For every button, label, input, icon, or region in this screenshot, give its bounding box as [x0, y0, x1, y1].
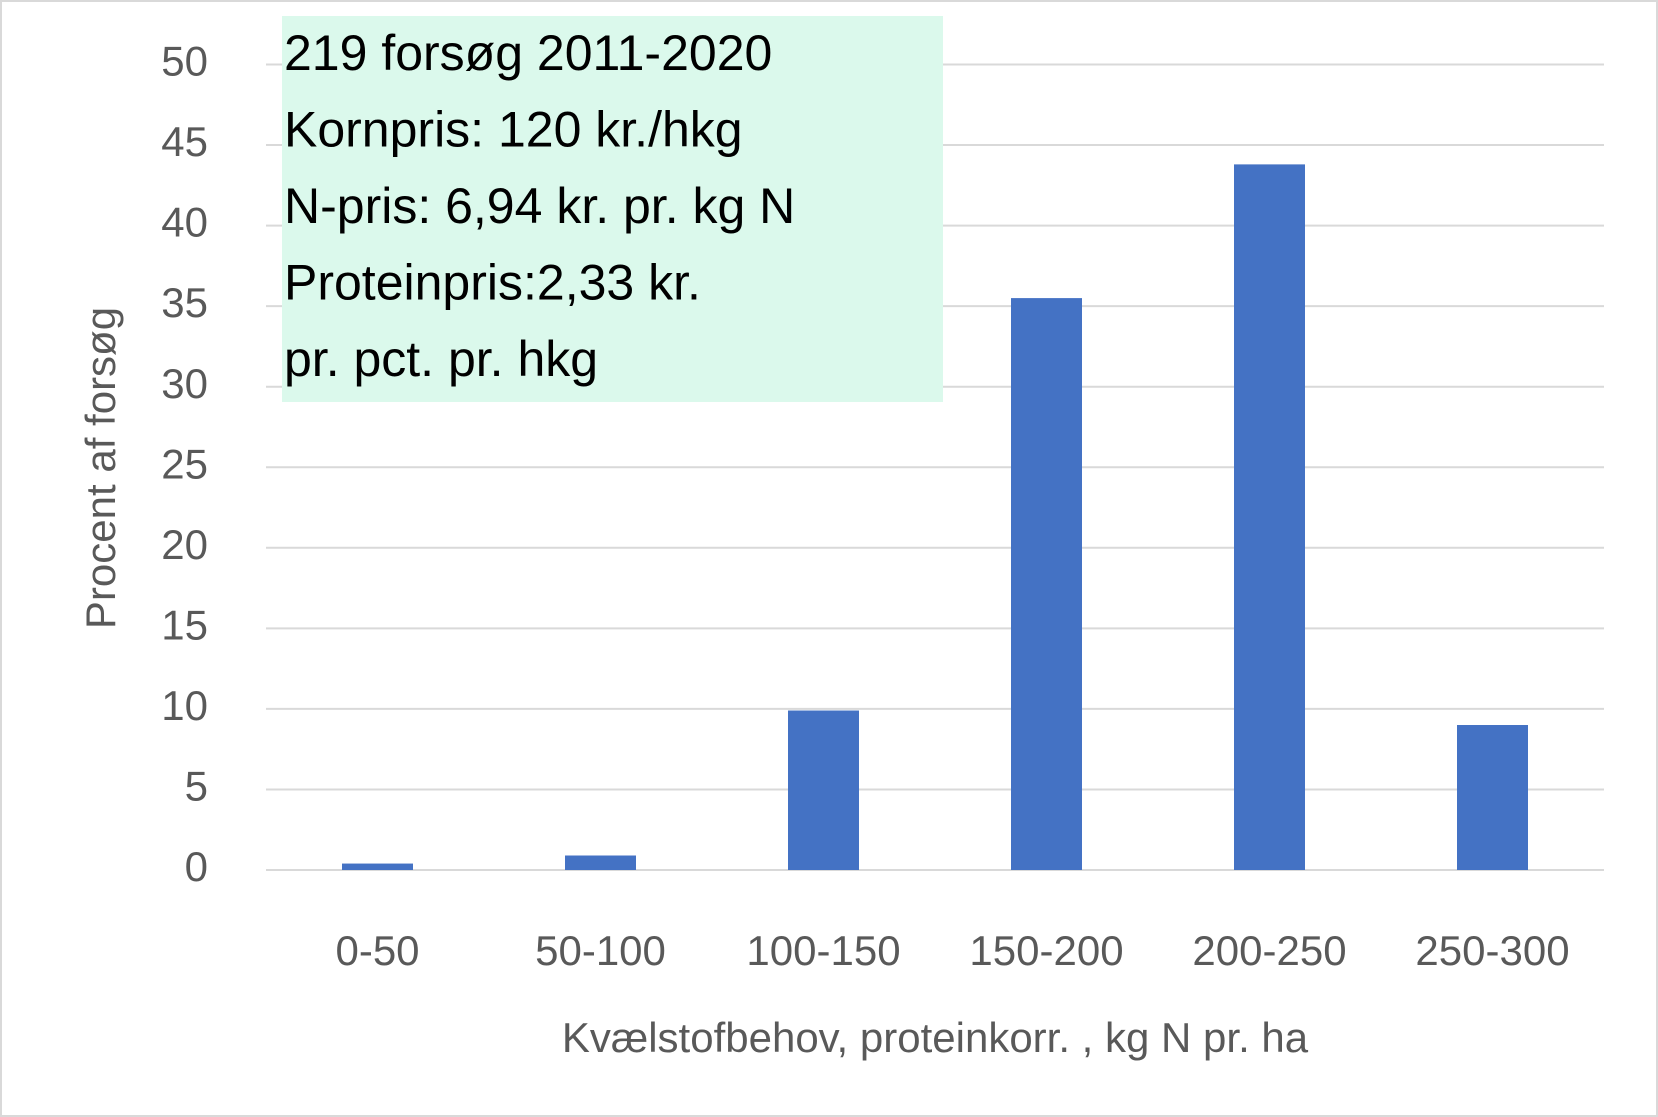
- annotation-box: [282, 16, 943, 402]
- x-tick-label: 150-200: [969, 927, 1123, 974]
- y-tick-label: 15: [161, 601, 208, 648]
- annotation-line: Proteinpris:2,33 kr.: [284, 255, 701, 311]
- y-tick-label: 25: [161, 440, 208, 487]
- annotation-line: pr. pct. pr. hkg: [284, 331, 598, 387]
- x-tick-label: 50-100: [535, 927, 666, 974]
- y-tick-label: 20: [161, 521, 208, 568]
- x-tick-label: 0-50: [335, 927, 419, 974]
- y-tick-label: 50: [161, 38, 208, 85]
- bar: [1234, 164, 1305, 870]
- bar: [1011, 298, 1082, 871]
- y-tick-label: 30: [161, 360, 208, 407]
- bar: [565, 855, 636, 870]
- y-tick-label: 5: [185, 763, 208, 810]
- bar: [788, 710, 859, 870]
- y-tick-label: 45: [161, 118, 208, 165]
- x-tick-label: 100-150: [746, 927, 900, 974]
- x-tick-label: 250-300: [1415, 927, 1569, 974]
- y-tick-label: 35: [161, 279, 208, 326]
- x-tick-label: 200-250: [1192, 927, 1346, 974]
- annotation-line: N-pris: 6,94 kr. pr. kg N: [284, 178, 795, 234]
- y-tick-label: 10: [161, 682, 208, 729]
- annotation-line: 219 forsøg 2011-2020: [284, 25, 772, 81]
- annotation-line: Kornpris: 120 kr./hkg: [284, 102, 743, 158]
- y-axis-title: Procent af forsøg: [77, 307, 124, 629]
- y-tick-label: 40: [161, 199, 208, 246]
- bar: [342, 863, 413, 870]
- x-axis-title: Kvælstofbehov, proteinkorr. , kg N pr. h…: [562, 1014, 1309, 1061]
- bar: [1457, 725, 1528, 870]
- y-tick-label: 0: [185, 843, 208, 890]
